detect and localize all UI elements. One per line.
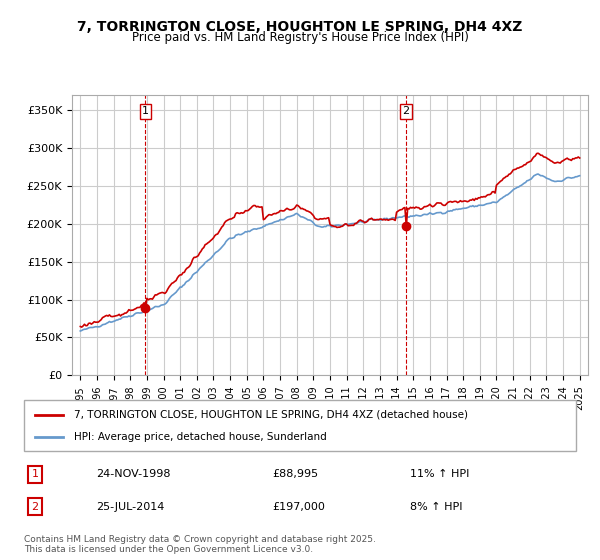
- Text: Price paid vs. HM Land Registry's House Price Index (HPI): Price paid vs. HM Land Registry's House …: [131, 31, 469, 44]
- Text: 11% ↑ HPI: 11% ↑ HPI: [410, 469, 470, 479]
- Text: 1: 1: [32, 469, 38, 479]
- Text: 7, TORRINGTON CLOSE, HOUGHTON LE SPRING, DH4 4XZ (detached house): 7, TORRINGTON CLOSE, HOUGHTON LE SPRING,…: [74, 409, 467, 419]
- Text: 7, TORRINGTON CLOSE, HOUGHTON LE SPRING, DH4 4XZ: 7, TORRINGTON CLOSE, HOUGHTON LE SPRING,…: [77, 20, 523, 34]
- Text: £88,995: £88,995: [272, 469, 319, 479]
- Text: 25-JUL-2014: 25-JUL-2014: [96, 502, 164, 512]
- Text: 8% ↑ HPI: 8% ↑ HPI: [410, 502, 463, 512]
- Text: 2: 2: [31, 502, 38, 512]
- Text: £197,000: £197,000: [272, 502, 325, 512]
- Text: Contains HM Land Registry data © Crown copyright and database right 2025.
This d: Contains HM Land Registry data © Crown c…: [24, 535, 376, 554]
- Text: 1: 1: [142, 106, 149, 116]
- FancyBboxPatch shape: [24, 400, 576, 451]
- Text: 24-NOV-1998: 24-NOV-1998: [96, 469, 170, 479]
- Text: 2: 2: [402, 106, 409, 116]
- Text: HPI: Average price, detached house, Sunderland: HPI: Average price, detached house, Sund…: [74, 432, 326, 442]
